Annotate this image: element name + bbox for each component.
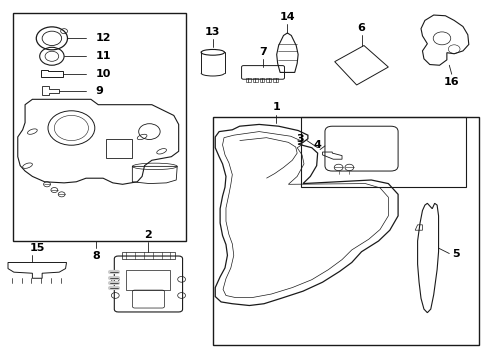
Text: 4: 4	[313, 140, 321, 150]
Bar	[122, 252, 175, 259]
Text: 11: 11	[96, 51, 111, 61]
Bar	[266, 78, 271, 82]
Text: 1: 1	[272, 102, 280, 112]
Bar	[212, 117, 478, 345]
Bar	[13, 13, 185, 241]
Text: 5: 5	[451, 249, 458, 259]
Text: 7: 7	[259, 48, 266, 57]
Bar	[300, 117, 466, 187]
Text: 13: 13	[204, 27, 220, 37]
Text: 12: 12	[96, 33, 111, 43]
Bar	[105, 139, 132, 158]
Bar	[245, 78, 250, 82]
Bar	[126, 270, 170, 290]
Text: 14: 14	[279, 12, 295, 22]
Text: 2: 2	[144, 230, 152, 240]
Text: 6: 6	[357, 23, 365, 33]
Bar	[252, 78, 257, 82]
Text: 9: 9	[96, 86, 103, 96]
Text: 10: 10	[96, 69, 111, 79]
Text: 8: 8	[92, 251, 100, 261]
Bar	[273, 78, 278, 82]
Bar	[259, 78, 264, 82]
Text: 15: 15	[29, 243, 45, 253]
Text: 3: 3	[296, 135, 304, 144]
Text: 16: 16	[443, 77, 459, 87]
